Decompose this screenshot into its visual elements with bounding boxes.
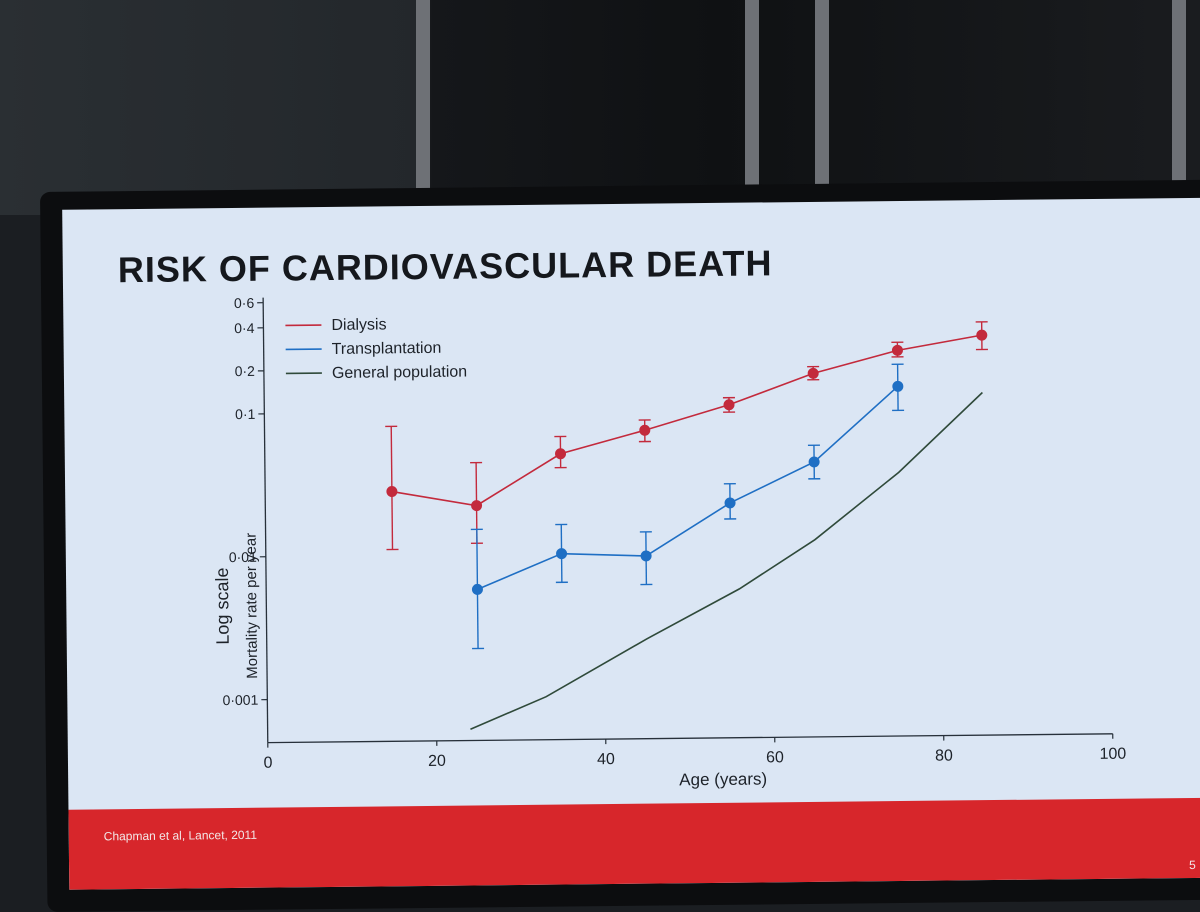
dialysis-data-point [723,399,734,410]
background-pillar [1172,0,1186,195]
y-tick-label: 0·001 [222,692,258,708]
legend-label: Dialysis [331,316,386,334]
dialysis-data-point [976,330,987,341]
chart-legend: Dialysis Transplantation General populatio… [285,316,467,383]
transplantation-data-point [641,550,652,561]
x-tick-label: 80 [935,747,953,764]
background-pillar [745,0,759,195]
x-tick-label: 60 [766,749,784,766]
y-axis-title: Log scale [212,567,233,644]
dialysis-data-point [639,425,650,436]
y-axis-line [263,298,268,743]
transplantation-data-point [556,548,567,559]
x-tick-label: 100 [1100,746,1127,763]
page-number: 5 [1189,858,1196,872]
footer-bar [68,798,1200,890]
y-tick-label: 0·1 [235,406,256,422]
dialysis-data-point [386,486,397,497]
background-pillar [416,0,430,195]
x-tick-label: 20 [428,753,446,770]
y-tick-label: 0·4 [234,320,255,336]
transplantation-data-point [724,497,735,508]
transplantation-data-point [472,584,483,595]
legend-label: Transplantation [332,340,442,358]
citation: Chapman et al, Lancet, 2011 [104,828,257,844]
y-tick-label: 0·2 [235,363,256,379]
legend-label: General population [332,364,467,382]
background-pillar [815,0,829,195]
dialysis-series-line [390,335,983,506]
x-tick-label: 40 [597,751,615,768]
x-axis-line [268,734,1113,743]
dialysis-data-point [892,345,903,356]
dialysis-data-point [471,500,482,511]
chart-series [384,322,992,730]
x-tick-label: 0 [263,755,272,772]
y-axis-subtitle: Mortality rate per year [243,533,262,679]
y-tick-label: 0·6 [234,295,255,311]
x-axis-title: Age (years) [679,769,767,789]
dialysis-data-point [555,448,566,459]
dialysis-data-point [808,368,819,379]
